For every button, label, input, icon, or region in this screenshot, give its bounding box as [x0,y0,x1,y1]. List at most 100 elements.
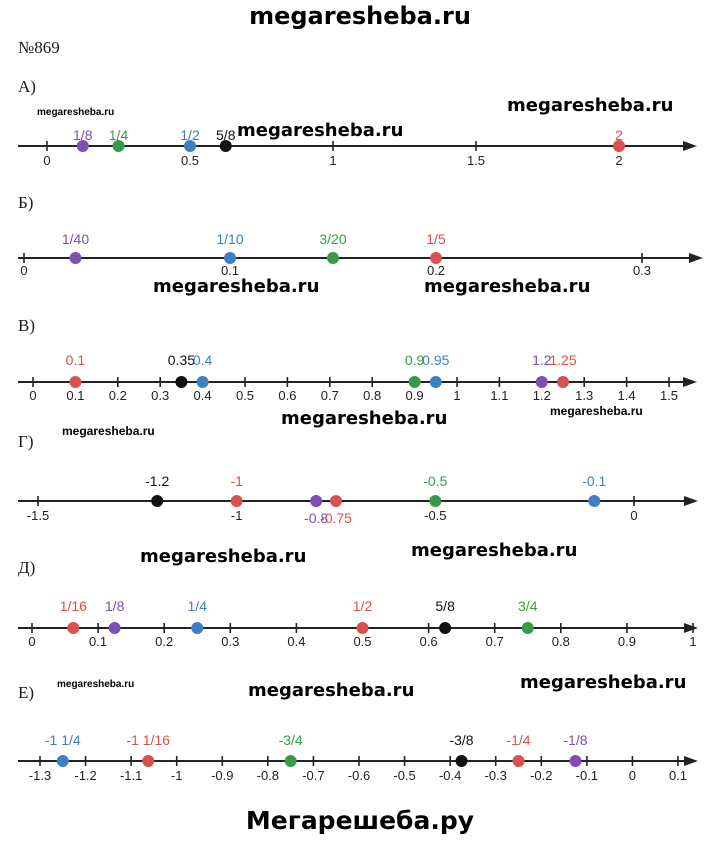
axis-tick-label: 0.6 [278,388,296,403]
point-label: 1/40 [62,231,89,247]
point-label: 1.2 [532,352,552,368]
point-label: 1/8 [105,598,125,614]
axis-arrow-icon [684,496,698,506]
axis-tick-label: -1.5 [27,508,49,523]
axis-tick-label: -1.2 [74,768,96,783]
point-marker [224,252,236,264]
point-marker [356,622,369,634]
axis-tick-label: 1.3 [575,388,593,403]
section-letter-e: Е) [18,683,35,702]
point-marker [230,495,243,507]
point-marker [330,495,342,507]
axis-tick-label: -0.9 [211,768,233,783]
axis-tick-label: 0.1 [669,768,687,783]
axis-tick-label: 1 [329,153,336,168]
axis-tick-label: 0 [29,388,36,403]
point-marker [557,376,569,388]
point-label: -0.1 [582,473,606,489]
point-marker [613,140,625,152]
axis-tick-label: -1.3 [29,768,51,783]
section-letter-d: Д) [18,558,36,577]
point-label: 3/4 [518,598,538,614]
point-marker [439,622,452,634]
point-marker [69,252,82,264]
section-letter-b: Б) [18,193,34,212]
axis-tick-label: 0.5 [181,153,199,168]
point-marker [196,376,209,388]
axis-tick-label: 0.4 [287,634,305,649]
point-label: -1 1/16 [126,732,170,748]
axis-arrow-icon [684,623,698,633]
point-label: -1/4 [506,732,530,748]
axis-tick-label: 0.8 [363,388,381,403]
site-watermark: megaresheba.ru [424,276,591,297]
section-letter-v: В) [18,316,35,335]
axis-tick-label: 0.9 [618,634,636,649]
point-label: 0.4 [193,352,213,368]
axis-tick-label: 1.5 [467,153,485,168]
axis-tick-label: 0.3 [633,263,651,278]
axis-tick-label: -0.5 [424,508,446,523]
axis-tick-label: 0.7 [486,634,504,649]
site-watermark: megaresheba.ru [153,276,320,297]
point-label: -0.8 [304,510,328,526]
point-marker [56,755,69,767]
point-label: 1/8 [73,127,93,143]
axis-tick-label: -0.7 [302,768,324,783]
point-label: 1/2 [353,598,373,614]
axis-tick-label: 0 [28,634,35,649]
point-marker [175,376,188,388]
axis-tick-label: -1.1 [120,768,142,783]
section-letter-a: А) [18,77,36,96]
axis-tick-label: 1 [453,388,460,403]
point-label: -1 1/4 [45,732,81,748]
axis-tick-label: -0.5 [393,768,415,783]
point-label: 1/16 [60,598,87,614]
axis-tick-label: 0.9 [406,388,424,403]
point-marker [76,140,89,152]
point-marker [310,495,323,507]
axis-tick-label: 0.3 [151,388,169,403]
point-marker [535,376,548,388]
point-label: 0.35 [168,352,195,368]
point-label: 1/10 [216,231,243,247]
axis-tick-label: 0 [629,768,636,783]
point-label: 1.25 [549,352,576,368]
point-marker [429,376,442,388]
point-label: 5/8 [216,127,236,143]
point-marker [569,755,582,767]
site-watermark: megaresheba.ru [411,540,578,561]
site-watermark: megaresheba.ru [520,672,687,693]
axis-tick-label: 0 [630,508,637,523]
point-label: 0.9 [405,352,425,368]
point-marker [112,140,125,152]
point-marker [142,755,155,767]
axis-tick-label: 0 [43,153,50,168]
point-marker [327,252,339,264]
axis-tick-label: -1 [171,768,183,783]
axis-tick-label: 0.2 [109,388,127,403]
point-marker [67,622,80,634]
axis-tick-label: -0.1 [576,768,598,783]
point-label: -0.75 [320,510,352,526]
task-number: №869 [18,38,60,57]
axis-tick-label: -1 [231,508,243,523]
site-watermark-top: megaresheba.ru [249,2,471,30]
site-watermark: megaresheba.ru [550,404,643,418]
point-label: 5/8 [435,598,455,614]
axis-tick-label: 0.2 [427,263,445,278]
point-label: 2 [615,127,623,143]
axis-tick-label: 0.5 [236,388,254,403]
site-watermark: megaresheba.ru [248,680,415,701]
axis-tick-label: 0.8 [552,634,570,649]
axis-tick-label: 0.6 [420,634,438,649]
point-label: 0.1 [66,352,86,368]
point-label: -3/8 [449,732,473,748]
axis-tick-label: -0.2 [530,768,552,783]
point-label: -1 [230,473,243,489]
site-watermark-bottom: Мегарешеба.ру [245,806,475,835]
point-marker [429,495,442,507]
point-label: 1/2 [180,127,200,143]
axis-tick-label: 0 [20,263,27,278]
axis-tick-label: 0.5 [353,634,371,649]
